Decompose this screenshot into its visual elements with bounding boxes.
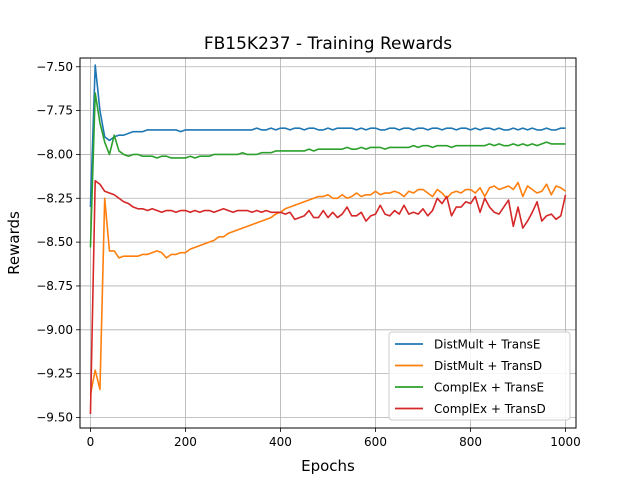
series-lines: [89, 64, 567, 414]
legend-label-1: DistMult + TransE: [434, 338, 541, 352]
legend-label-2: DistMult + TransD: [434, 359, 542, 373]
legend-label-3: ComplEx + TransE: [434, 381, 544, 395]
y-tick-label: −8.00: [36, 147, 73, 161]
x-tick-label: 200: [174, 435, 197, 449]
y-tick-label: −8.75: [36, 279, 73, 293]
series-line-3: [89, 92, 566, 248]
grid: [80, 58, 576, 428]
y-tick-label: −8.50: [36, 235, 73, 249]
y-tick-label: −7.75: [36, 104, 73, 118]
x-tick-label: 1000: [550, 435, 581, 449]
x-tick-label: 0: [87, 435, 95, 449]
chart-title: FB15K237 - Training Rewards: [204, 34, 452, 54]
x-axis-title: Epochs: [301, 457, 355, 475]
legend-box: [388, 331, 571, 421]
legend: DistMult + TransE DistMult + TransD ComplE…: [388, 331, 571, 421]
series-line-1: [89, 64, 566, 208]
y-tick-label: −8.25: [36, 191, 73, 205]
axis-ticks: 0 200 400 600 800 1000 −9.50 −9.25 −9.00 −8.75 −8.…: [36, 60, 581, 449]
legend-label-4: ComplEx + TransD: [434, 402, 546, 416]
y-tick-label: −9.50: [36, 410, 73, 424]
x-tick-label: 800: [459, 435, 482, 449]
y-tick-label: −9.25: [36, 367, 73, 381]
x-tick-label: 400: [269, 435, 292, 449]
plot-area-frame: [79, 57, 577, 429]
y-tick-label: −7.50: [36, 60, 73, 74]
series-line-4: [89, 179, 567, 414]
series-line-2: [89, 181, 567, 395]
y-tick-label: −9.00: [36, 323, 73, 337]
y-axis-title: Rewards: [5, 211, 23, 275]
x-tick-label: 600: [364, 435, 387, 449]
